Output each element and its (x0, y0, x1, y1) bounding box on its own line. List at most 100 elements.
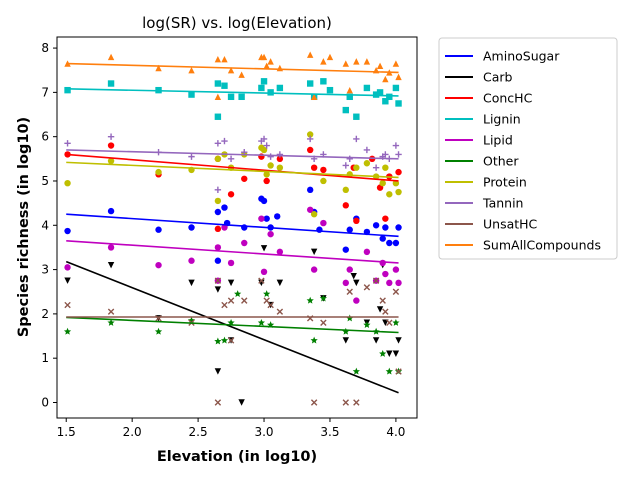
legend-label: Carb (483, 70, 513, 85)
point-tannin (363, 146, 371, 154)
legend-item-protein: Protein (445, 175, 527, 190)
point-conchc-shape (263, 177, 270, 185)
point-lignin-shape (214, 113, 222, 120)
point-unsathc (386, 319, 393, 326)
point-carb-shape (260, 245, 268, 252)
point-unsathc-shape (386, 319, 393, 326)
point-tannin-shape (188, 153, 195, 160)
point-protein-shape (263, 171, 270, 178)
point-protein-shape (107, 157, 115, 165)
point-lipid-shape (363, 248, 371, 256)
point-sumallcompounds (320, 58, 327, 65)
point-other-shape (257, 318, 266, 326)
point-aminosugar-shape (274, 213, 281, 220)
point-protein (395, 188, 402, 196)
point-unsathc (379, 297, 386, 304)
point-sumallcompounds (376, 62, 384, 69)
point-sumallcompounds-shape (260, 53, 268, 61)
point-carb (107, 261, 115, 269)
point-aminosugar (306, 186, 314, 194)
point-tannin (267, 153, 274, 160)
point-protein-shape (310, 211, 318, 218)
point-unsathc-shape (372, 277, 380, 284)
point-protein (363, 160, 371, 167)
point-lignin (320, 78, 327, 85)
point-lipid (107, 244, 115, 251)
point-tannin (227, 155, 235, 163)
point-sumallcompounds (263, 62, 270, 69)
point-sumallcompounds-shape (346, 86, 353, 94)
point-conchc (227, 191, 235, 198)
point-lignin (376, 89, 384, 96)
point-sumallcompounds-shape (326, 53, 334, 61)
point-protein-shape (342, 186, 349, 194)
point-aminosugar (372, 222, 380, 229)
point-lipid-shape (382, 270, 389, 278)
point-sumallcompounds (221, 55, 228, 63)
trend-line-carb (65, 260, 399, 394)
point-aminosugar-shape (214, 257, 222, 264)
point-lipid (353, 297, 360, 304)
point-other-shape (263, 290, 271, 298)
point-aminosugar (263, 215, 270, 222)
point-aminosugar (107, 207, 115, 215)
point-unsathc-shape (64, 301, 71, 309)
point-sumallcompounds (214, 93, 222, 101)
point-unsathc (320, 319, 327, 326)
legend-item-unsathc: UnsatHC (445, 217, 538, 232)
point-lipid-shape (395, 279, 402, 287)
point-aminosugar-shape (342, 246, 349, 253)
point-sumallcompounds-shape (353, 58, 360, 65)
point-unsathc (353, 399, 360, 406)
point-unsathc (214, 277, 222, 284)
point-other-shape (352, 367, 360, 375)
point-protein (310, 211, 318, 218)
point-unsathc-shape (346, 288, 353, 295)
point-lignin-shape (227, 93, 235, 101)
point-lipid (310, 266, 318, 273)
point-lipid (395, 279, 402, 287)
point-tannin-shape (395, 151, 402, 158)
point-conchc-shape (241, 175, 248, 182)
point-lipid (306, 206, 314, 213)
point-protein (320, 177, 327, 185)
y-tick-label: 2 (41, 307, 49, 321)
point-tannin (214, 186, 222, 194)
point-sumallcompounds-shape (363, 58, 371, 65)
point-lignin-shape (260, 78, 268, 85)
point-other (346, 314, 354, 322)
point-unsathc (395, 368, 402, 375)
point-carb-shape (107, 261, 115, 269)
point-sumallcompounds-shape (376, 62, 384, 69)
point-tannin-shape (267, 153, 274, 160)
point-carb-shape (214, 286, 222, 293)
point-other (379, 349, 387, 357)
plot-frame (56, 36, 418, 419)
point-conchc-shape (276, 155, 284, 163)
point-carb (372, 337, 380, 344)
point-carb (227, 279, 235, 287)
point-unsathc-shape (267, 301, 274, 309)
point-tannin-shape (306, 135, 314, 143)
point-other-shape (363, 321, 371, 329)
legend-label: UnsatHC (483, 217, 538, 232)
series-tannin (64, 133, 402, 194)
point-conchc (107, 142, 115, 149)
point-unsathc-shape (392, 288, 400, 295)
point-lignin-shape (107, 80, 115, 87)
trend-line-protein (66, 161, 399, 179)
point-sumallcompounds-shape (214, 93, 222, 101)
plot-area (63, 51, 403, 406)
point-lipid (320, 219, 327, 227)
y-tick-label: 1 (41, 351, 49, 365)
point-lipid-shape (379, 259, 386, 267)
point-other-shape (107, 318, 115, 326)
point-other-shape (306, 296, 314, 304)
point-conchc (276, 155, 284, 163)
point-lipid-shape (221, 224, 228, 231)
point-conchc (241, 175, 248, 182)
series-conchc (64, 142, 402, 233)
point-carb (392, 350, 400, 357)
point-lignin (107, 80, 115, 87)
legend-item-tannin: Tannin (445, 196, 523, 211)
